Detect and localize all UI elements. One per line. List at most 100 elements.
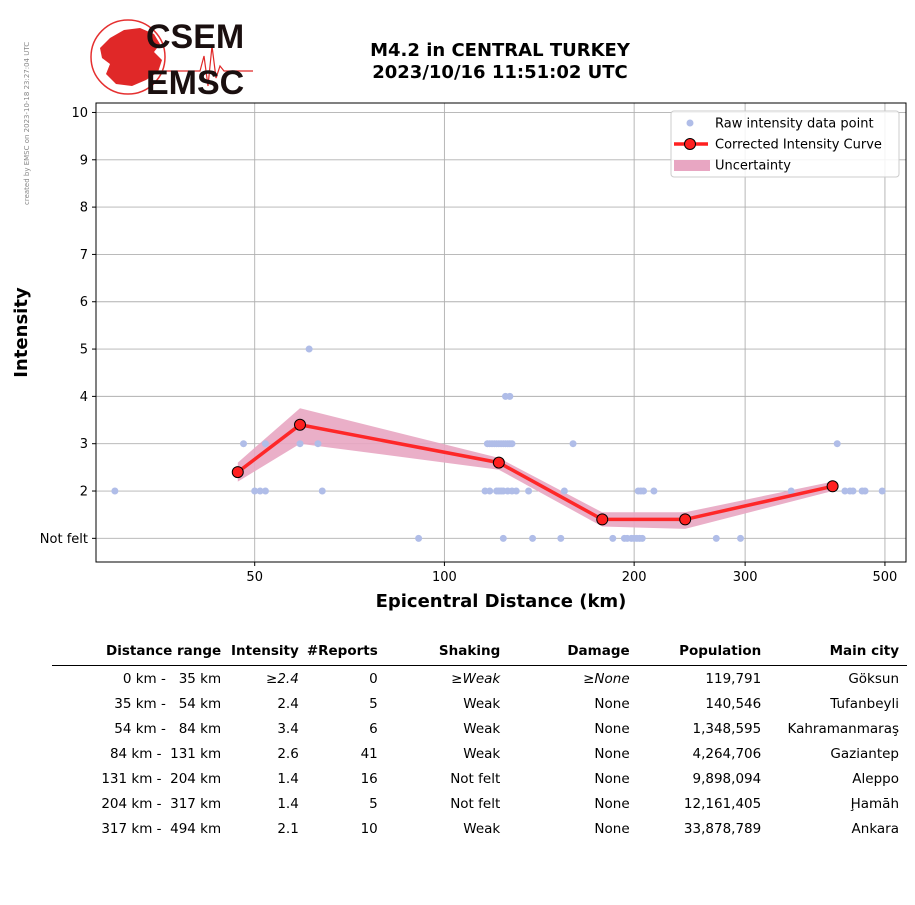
legend-marker-raw: [686, 119, 694, 127]
cell-intensity: 2.6: [277, 745, 299, 762]
cell-intensity: 3.4: [277, 720, 299, 737]
header-distance-range: Distance range: [52, 641, 230, 666]
curve-point: [679, 513, 692, 526]
cell-distance-range: 204 km - 317 km: [101, 795, 222, 812]
cell-distance-range: 35 km - 54 km: [114, 695, 222, 712]
cell-reports: 0: [369, 670, 378, 687]
cell-damage: None: [594, 795, 630, 812]
x-tick-label: 200: [622, 570, 647, 585]
raw-data-point: [261, 487, 269, 495]
header-population: Population: [637, 641, 770, 666]
x-tick-label: 300: [733, 570, 758, 585]
table-header-row: Distance range Intensity #Reports Shaking Da…: [52, 641, 907, 666]
cell-reports: 41: [360, 745, 378, 762]
table-row: 84 km - 131 km 2.6 41 Weak None 4,264,706 Gazi…: [52, 741, 907, 766]
y-tick-label: 6: [80, 295, 88, 310]
intensity-chart: Not felt 2 3 4 5 6 7 8 9 10 50 100 200 300 500 Epicentr…: [11, 102, 907, 612]
cell-main-city: Göksun: [848, 670, 899, 687]
cell-shaking: ≥Weak: [451, 670, 501, 687]
cell-population: 4,264,706: [692, 745, 762, 762]
raw-data-point: [512, 487, 520, 495]
header-main-city: Main city: [769, 641, 907, 666]
raw-data-point: [560, 487, 568, 495]
cell-population: 12,161,405: [683, 795, 762, 812]
y-tick-label: 3: [80, 437, 88, 452]
cell-distance-range: 0 km - 35 km: [122, 670, 222, 687]
uncertainty-band: [237, 408, 833, 529]
raw-data-point: [849, 487, 857, 495]
curve-point: [492, 456, 505, 469]
table-row: 54 km - 84 km 3.4 6 Weak None 1,348,595 Kahram…: [52, 716, 907, 741]
cell-shaking: Not felt: [450, 795, 501, 812]
raw-data-point: [529, 534, 537, 542]
raw-data-point: [525, 487, 533, 495]
raw-data-point: [256, 487, 264, 495]
corrected-intensity-curve: [236, 422, 833, 522]
y-tick-label: 10: [71, 106, 88, 121]
logo-line2: EMSC: [146, 64, 244, 100]
legend-label: Corrected Intensity Curve: [715, 138, 882, 153]
raw-data-point: [508, 440, 516, 448]
cell-distance-range: 54 km - 84 km: [114, 720, 222, 737]
cell-intensity: 1.4: [277, 795, 299, 812]
raw-data-point: [318, 487, 326, 495]
cell-reports: 5: [369, 695, 378, 712]
title-line1: M4.2 in CENTRAL TURKEY: [370, 40, 630, 61]
cell-damage: None: [594, 720, 630, 737]
intensity-table: Distance range Intensity #Reports Shaking Da…: [52, 641, 907, 841]
table-row: 35 km - 54 km 2.4 5 Weak None 140,546 Tufanbey…: [52, 691, 907, 716]
y-axis-title: Intensity: [11, 287, 32, 378]
raw-data-point: [833, 440, 841, 448]
logo-line1: CSEM: [146, 18, 244, 56]
cell-reports: 5: [369, 795, 378, 812]
legend-box: [670, 110, 900, 178]
cell-shaking: Weak: [463, 695, 501, 712]
cell-shaking: Weak: [463, 745, 501, 762]
cell-population: 9,898,094: [692, 770, 762, 787]
raw-data-point: [296, 440, 304, 448]
raw-data-point: [787, 487, 795, 495]
raw-data-point: [609, 534, 617, 542]
header-intensity: Intensity: [229, 641, 307, 666]
cell-shaking: Not felt: [450, 770, 501, 787]
cell-distance-range: 131 km - 204 km: [101, 770, 222, 787]
x-tick-label: 50: [246, 570, 263, 585]
x-tick-label: 100: [432, 570, 457, 585]
y-tick-label: 4: [80, 390, 88, 405]
raw-data-point: [650, 487, 658, 495]
raw-data-point: [251, 487, 259, 495]
cell-intensity: ≥2.4: [266, 670, 299, 687]
raw-data-point: [261, 440, 269, 448]
plot-frame: [95, 102, 907, 563]
table-row: 131 km - 204 km 1.4 16 Not felt None 9,898,09…: [52, 766, 907, 791]
curve-point: [826, 480, 839, 493]
cell-main-city: Kahramanmaraş: [787, 720, 899, 737]
legend-marker-curve: [684, 138, 696, 150]
legend-swatch-uncertainty: [674, 160, 710, 171]
cell-population: 119,791: [705, 670, 762, 687]
raw-data-point: [712, 534, 720, 542]
raw-data-point: [841, 487, 849, 495]
cell-distance-range: 317 km - 494 km: [101, 820, 222, 837]
cell-main-city: Aleppo: [852, 770, 899, 787]
curve-point: [294, 418, 307, 431]
cell-intensity: 2.4: [277, 695, 299, 712]
raw-data-point: [557, 534, 565, 542]
emsc-logo: CSEM EMSC: [90, 18, 253, 100]
title-line2: 2023/10/16 11:51:02 UTC: [372, 62, 628, 83]
curve-point: [596, 513, 609, 526]
cell-damage: None: [594, 695, 630, 712]
header-reports: #Reports: [306, 641, 386, 666]
cell-intensity: 1.4: [277, 770, 299, 787]
y-tick-label: 7: [80, 248, 88, 263]
raw-data-point: [878, 487, 886, 495]
x-tick-label: 500: [873, 570, 898, 585]
cell-population: 1,348,595: [692, 720, 762, 737]
raw-data-point: [499, 534, 507, 542]
cell-shaking: Weak: [463, 720, 501, 737]
raw-data-point: [640, 487, 648, 495]
cell-population: 33,878,789: [683, 820, 762, 837]
cell-distance-range: 84 km - 131 km: [109, 745, 222, 762]
x-axis-title: Epicentral Distance (km): [376, 591, 627, 612]
cell-reports: 6: [369, 720, 378, 737]
